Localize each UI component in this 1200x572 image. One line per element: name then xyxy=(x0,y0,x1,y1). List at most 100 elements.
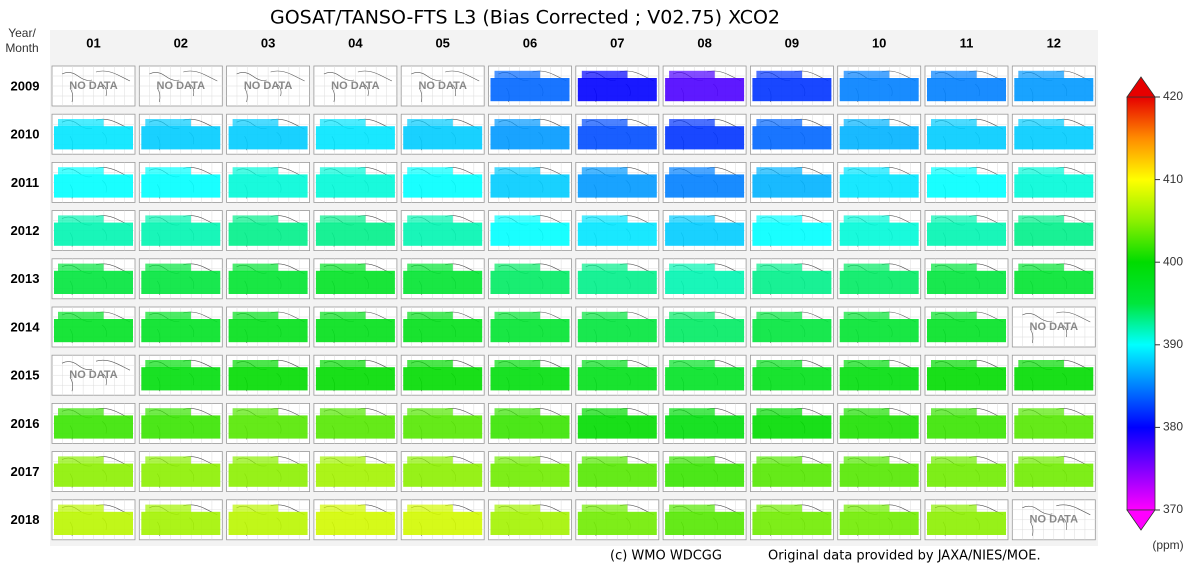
title: GOSAT/TANSO-FTS L3 (Bias Corrected ; V02… xyxy=(270,7,780,29)
coastline xyxy=(149,70,218,103)
xco2-field-north xyxy=(58,263,104,272)
xco2-field xyxy=(141,270,221,294)
xco2-field-north xyxy=(843,263,890,272)
coastline xyxy=(323,70,393,103)
xco2-field xyxy=(752,78,832,102)
xco2-field xyxy=(1014,78,1094,102)
xco2-field xyxy=(927,270,1006,294)
panel-background xyxy=(50,30,1098,546)
xco2-field-north xyxy=(319,167,366,176)
xco2-field-north xyxy=(1018,70,1064,79)
xco2-field-north xyxy=(232,456,279,465)
xco2-field-north xyxy=(931,311,977,320)
xco2-field-north xyxy=(843,119,890,127)
xco2-field xyxy=(752,463,832,487)
xco2-field xyxy=(403,222,483,246)
xco2-field xyxy=(1014,463,1094,487)
xco2-field-north xyxy=(669,167,715,176)
xco2-field xyxy=(403,415,483,439)
xco2-field-north xyxy=(756,408,803,417)
xco2-field xyxy=(577,367,657,391)
xco2-field xyxy=(141,415,221,439)
xco2-field xyxy=(490,222,570,246)
xco2-field xyxy=(577,319,657,343)
xco2-field-north xyxy=(756,360,803,368)
colorbar-tick-label: 390 xyxy=(1163,337,1183,351)
xco2-field xyxy=(403,319,483,343)
xco2-field xyxy=(490,367,570,391)
xco2-field-north xyxy=(145,360,191,368)
xco2-field xyxy=(1014,174,1094,198)
coastline xyxy=(236,70,305,103)
xco2-field-north xyxy=(581,70,628,79)
xco2-field-north xyxy=(843,311,890,320)
xco2-field xyxy=(54,222,133,246)
xco2-field-north xyxy=(669,263,715,272)
xco2-field xyxy=(315,270,395,294)
month-label: 04 xyxy=(348,35,363,50)
xco2-field-north xyxy=(232,408,279,417)
xco2-field-north xyxy=(494,504,541,513)
xco2-field xyxy=(839,367,919,391)
colorbar-tick-label: 400 xyxy=(1163,254,1183,268)
xco2-field xyxy=(141,463,221,487)
colorbar-tick-label: 410 xyxy=(1163,172,1183,186)
month-label: 09 xyxy=(785,35,799,50)
xco2-field-north xyxy=(319,504,366,513)
year-label: 2010 xyxy=(11,127,40,142)
xco2-field xyxy=(54,126,133,150)
xco2-field xyxy=(752,222,832,246)
xco2-field-north xyxy=(581,215,628,224)
year-label: 2017 xyxy=(11,464,40,479)
xco2-field-north xyxy=(145,408,191,417)
xco2-field-north xyxy=(669,70,715,79)
xco2-field xyxy=(490,126,570,150)
xco2-field xyxy=(927,78,1006,102)
xco2-field xyxy=(315,511,395,535)
xco2-field-north xyxy=(931,360,977,368)
xco2-field-north xyxy=(931,70,977,79)
xco2-field-north xyxy=(407,408,453,417)
xco2-field-north xyxy=(494,311,541,320)
xco2-field xyxy=(1014,222,1094,246)
xco2-field-north xyxy=(669,119,715,127)
xco2-field-north xyxy=(843,70,890,79)
xco2-field-north xyxy=(319,119,366,127)
xco2-field xyxy=(315,126,395,150)
xco2-field xyxy=(141,511,221,535)
xco2-field-north xyxy=(1018,167,1064,176)
colorbar-tick-label: 420 xyxy=(1163,89,1183,103)
xco2-field xyxy=(490,319,570,343)
corner-label: Year/ xyxy=(8,26,36,40)
xco2-field xyxy=(403,270,483,294)
xco2-field-north xyxy=(58,456,104,465)
xco2-field-north xyxy=(843,360,890,368)
xco2-field xyxy=(839,511,919,535)
xco2-field-north xyxy=(145,311,191,320)
no-data-label: NO DATA xyxy=(1030,321,1079,333)
xco2-field xyxy=(577,463,657,487)
xco2-field-north xyxy=(756,456,803,465)
month-label: 01 xyxy=(86,35,100,50)
colorbar-tick-label: 380 xyxy=(1163,420,1183,434)
xco2-field-north xyxy=(581,504,628,513)
xco2-field-north xyxy=(843,408,890,417)
coastline xyxy=(61,70,131,103)
colorbar-extend-max xyxy=(1126,76,1156,98)
xco2-field-north xyxy=(931,408,977,417)
colorbar-tick-label: 370 xyxy=(1163,502,1183,516)
xco2-field-north xyxy=(1018,215,1064,224)
xco2-field xyxy=(403,511,483,535)
xco2-field-north xyxy=(407,263,453,272)
xco2-field-north xyxy=(931,456,977,465)
year-label: 2009 xyxy=(11,78,40,93)
xco2-field xyxy=(490,174,570,198)
xco2-field-north xyxy=(494,119,541,127)
month-label: 02 xyxy=(174,35,188,50)
xco2-field xyxy=(665,415,745,439)
xco2-field xyxy=(54,415,133,439)
coastline xyxy=(1022,504,1091,536)
xco2-field xyxy=(228,367,308,391)
year-label: 2016 xyxy=(11,416,40,431)
xco2-field xyxy=(315,222,395,246)
